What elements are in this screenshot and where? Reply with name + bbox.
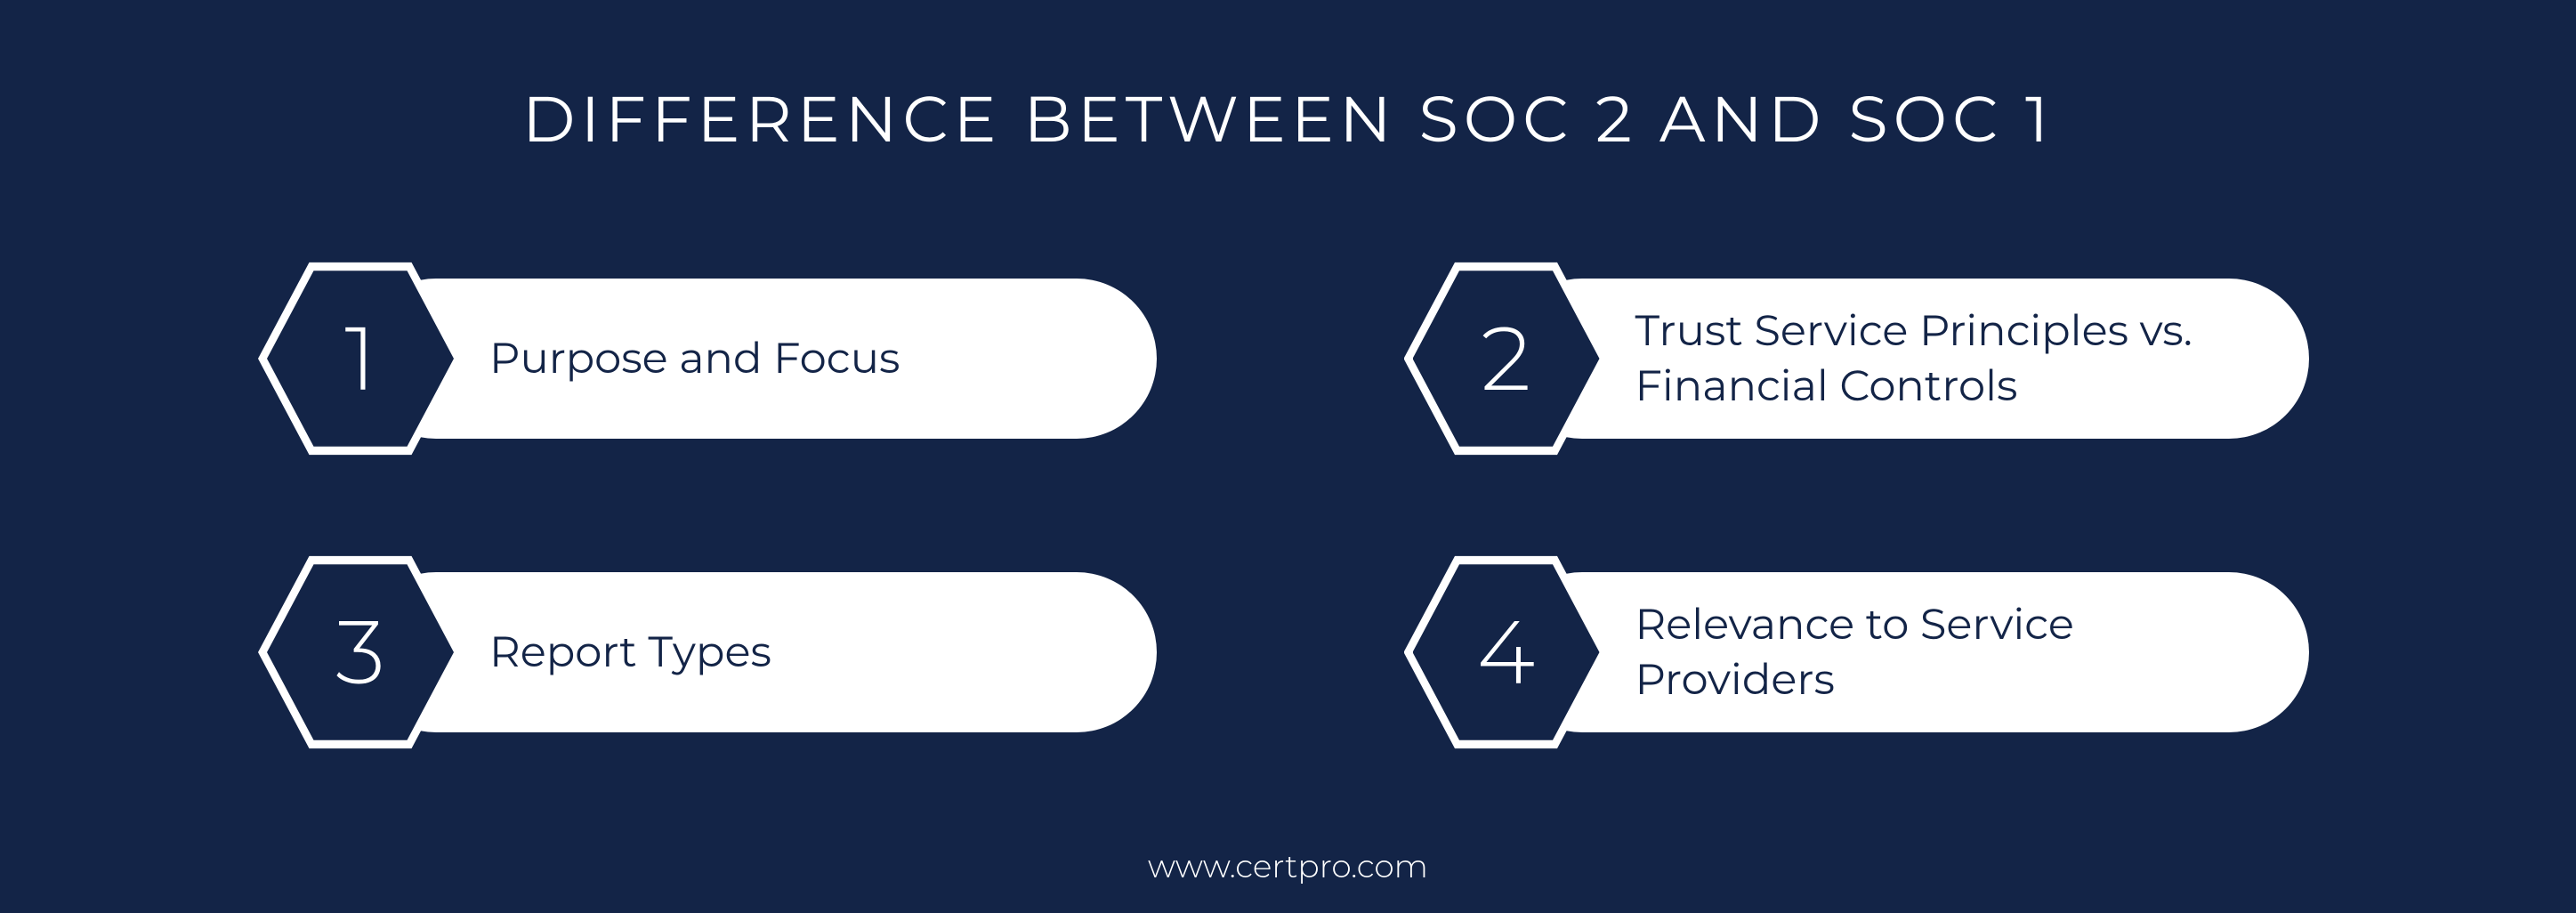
list-item: 1 Purpose and Focus [267,265,1157,452]
item-number: 1 [344,304,375,413]
item-number: 4 [1477,598,1535,707]
item-label: Relevance to Service Providers [1635,597,2248,708]
item-label: Purpose and Focus [489,331,900,386]
list-item: 3 Report Types [267,559,1157,746]
items-grid: 1 Purpose and Focus 2 Trust Service Prin… [0,158,2576,746]
item-pill: Purpose and Focus [356,279,1157,439]
item-number: 2 [1481,304,1530,413]
list-item: 4 Relevance to Service Providers [1413,559,2310,746]
footer-url: www.certpro.com [0,847,2576,886]
item-label: Report Types [489,625,771,680]
list-item: 2 Trust Service Principles vs. Financial… [1413,265,2310,452]
page-title: DIFFERENCE BETWEEN SOC 2 AND SOC 1 [0,0,2576,158]
item-pill: Report Types [356,572,1157,732]
item-pill: Relevance to Service Providers [1502,572,2310,732]
item-pill: Trust Service Principles vs. Financial C… [1502,279,2310,439]
item-number: 3 [335,598,385,707]
item-label: Trust Service Principles vs. Financial C… [1635,303,2248,415]
